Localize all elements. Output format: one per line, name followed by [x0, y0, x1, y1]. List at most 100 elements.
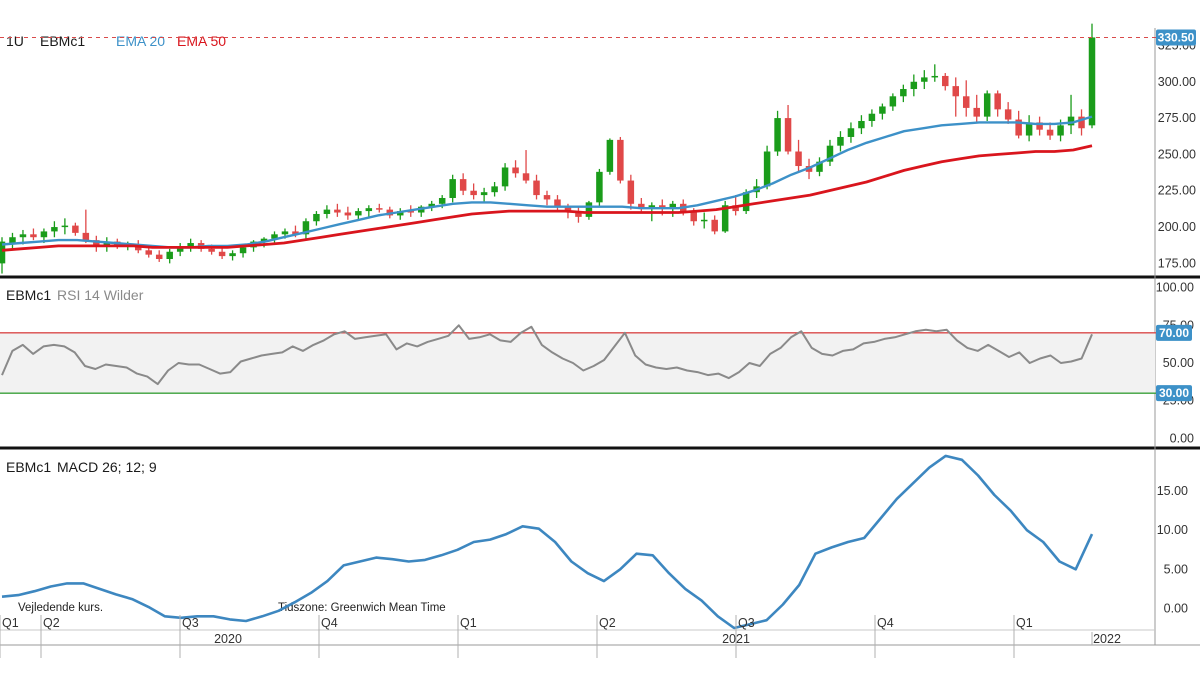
quarter-label: Q3 [738, 616, 755, 630]
candle-body [795, 151, 802, 167]
year-label: 2021 [722, 632, 750, 646]
candle-body [952, 86, 959, 97]
candle-body [816, 161, 823, 172]
candle-body [533, 180, 540, 196]
macd-tick-label: 0.00 [1164, 601, 1188, 615]
candle-body [721, 205, 729, 232]
candle-body [994, 93, 1001, 110]
macd-indicator-label: MACD 26; 12; 9 [57, 459, 157, 475]
candle-body [617, 139, 624, 181]
candle-body [669, 203, 677, 209]
candle-body [732, 205, 739, 212]
symbol-label: EBMc1 [40, 33, 85, 49]
candle-body [575, 212, 582, 217]
candle-body [1036, 122, 1043, 130]
rsi-level-badge [1156, 385, 1192, 402]
rsi-tick-label: 100.00 [1156, 281, 1194, 295]
candle-body [9, 237, 16, 244]
candle-body [397, 211, 404, 216]
price-tick-label: 175.00 [1158, 256, 1196, 270]
candle-body [376, 208, 383, 210]
quarter-label: Q4 [321, 616, 338, 630]
quarter-label: Q1 [1016, 616, 1033, 630]
candle-body [522, 173, 530, 181]
candle-body [921, 77, 928, 82]
candle-body [459, 179, 467, 191]
candle-body [470, 190, 477, 196]
candle-body [501, 167, 509, 187]
year-label: 2020 [214, 632, 242, 646]
candle-body [1078, 116, 1085, 129]
ema20-line [1, 115, 1093, 249]
macd-line [1, 454, 1094, 630]
candle-body [596, 171, 603, 203]
candle-body [407, 211, 414, 213]
candle-body [208, 248, 215, 252]
candle-body [61, 225, 69, 228]
note-indicative-price: Vejledende kurs. [18, 602, 103, 614]
candle-body [72, 225, 79, 233]
macd-tick-label: 5.00 [1164, 562, 1188, 576]
candle-body [868, 113, 876, 121]
candle-body [1057, 125, 1064, 136]
candle-body [292, 231, 299, 235]
candle-body [910, 81, 918, 90]
candle-body [313, 213, 320, 222]
candle-body [145, 250, 152, 255]
ema50-legend: EMA 50 [177, 33, 226, 49]
candle-body [564, 206, 572, 213]
candle-body [1046, 129, 1054, 136]
candle-body [973, 107, 980, 117]
candle-body [1025, 122, 1033, 136]
quarter-label: Q3 [182, 616, 199, 630]
candle-body [931, 75, 939, 78]
macd-tick-label: 10.00 [1157, 523, 1188, 537]
ema20-legend: EMA 20 [116, 33, 165, 49]
candle-body [0, 241, 6, 264]
candle-body [784, 118, 792, 152]
candle-body [155, 254, 163, 260]
candle-body [962, 96, 970, 108]
price-tick-label: 225.00 [1158, 184, 1196, 198]
candle-body [40, 231, 48, 238]
candle-body [281, 231, 289, 235]
candle-body [51, 227, 58, 232]
quarter-label: Q2 [43, 616, 60, 630]
candle-body [1004, 109, 1012, 120]
rsi-level-value: 30.00 [1159, 386, 1189, 400]
candle-body [428, 203, 435, 207]
note-timezone: Tidszone: Greenwich Mean Time [278, 602, 446, 614]
candle-body [302, 221, 310, 235]
candle-body [690, 212, 697, 222]
price-tick-label: 200.00 [1158, 220, 1196, 234]
candle-body [365, 208, 373, 212]
quarter-label: Q1 [2, 616, 19, 630]
candle-body [166, 251, 173, 260]
candle-body [900, 89, 907, 97]
candle-body [858, 120, 865, 129]
candle-body [239, 247, 247, 254]
macd-tick-label: 15.00 [1157, 484, 1188, 498]
rsi-symbol-label: EBMc1 [6, 287, 51, 303]
candle-body [742, 192, 750, 212]
macd-symbol-label: EBMc1 [6, 459, 51, 475]
candle-body [355, 211, 362, 216]
last-price-value: 330.50 [1158, 30, 1195, 44]
candle-body [323, 209, 331, 214]
candle-body [1088, 37, 1096, 126]
year-label: 2022 [1093, 632, 1121, 646]
candle-body [187, 243, 194, 248]
candle-body [19, 234, 27, 238]
price-tick-label: 275.00 [1158, 111, 1196, 125]
rsi-tick-label: 0.00 [1170, 431, 1194, 445]
candle-body [480, 192, 488, 196]
candle-body [543, 195, 551, 200]
candle-body [837, 136, 844, 146]
candle-body [627, 180, 635, 204]
candle-body [774, 118, 781, 152]
quarter-label: Q1 [460, 616, 477, 630]
price-tick-label: 250.00 [1158, 147, 1196, 161]
candle-body [449, 179, 456, 198]
candle-body [659, 205, 666, 209]
candle-body [438, 197, 446, 204]
